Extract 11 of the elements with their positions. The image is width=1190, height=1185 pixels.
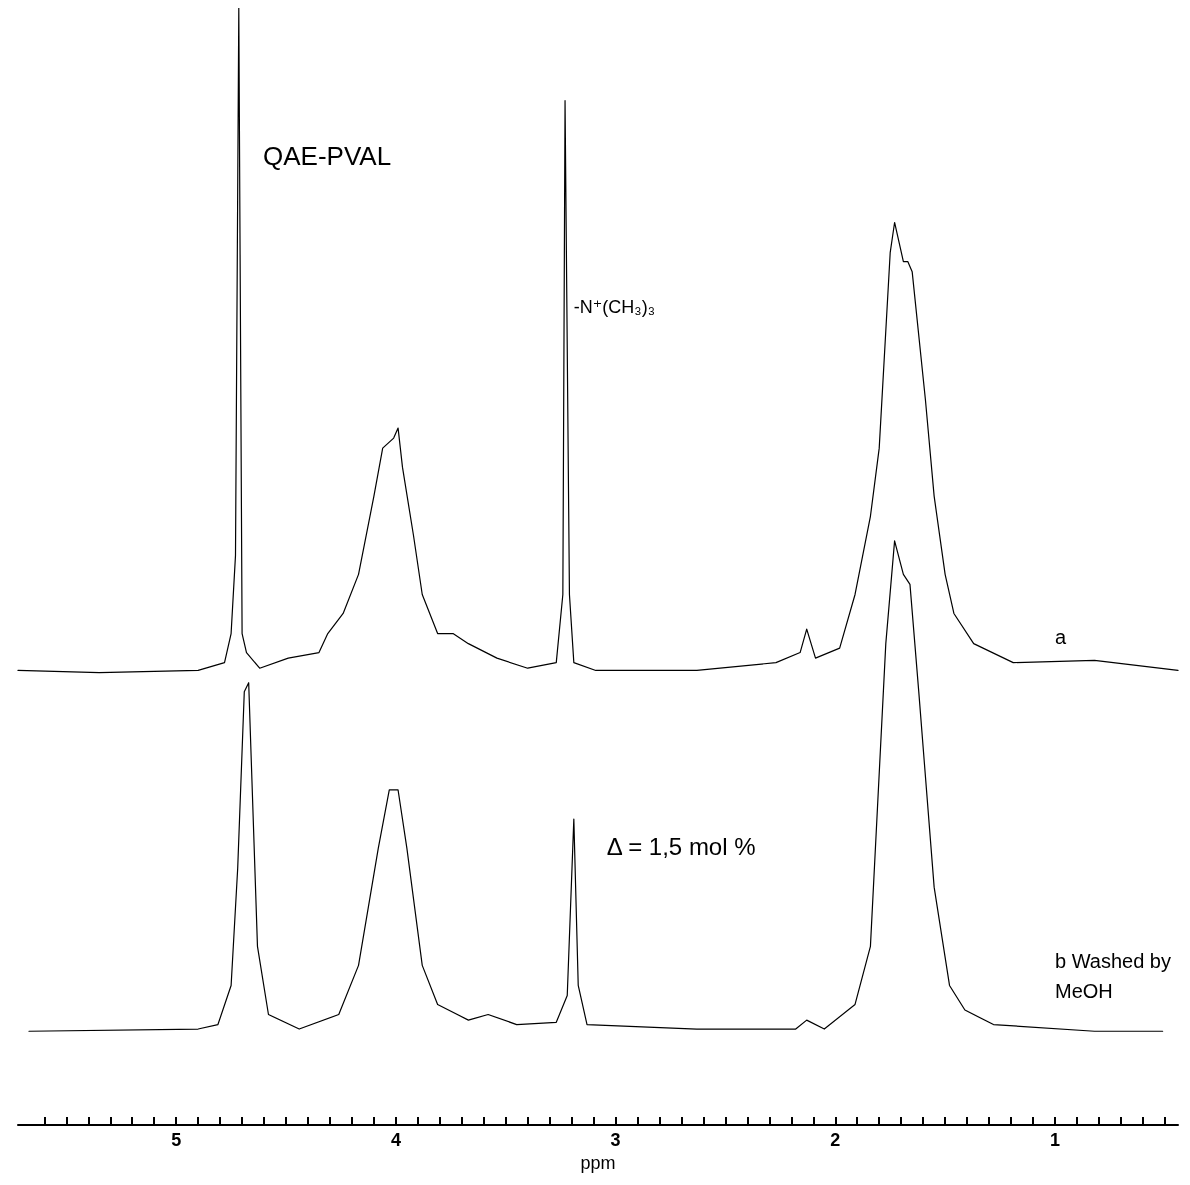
x-tick-label: 2 <box>830 1130 841 1151</box>
series-label: b Washed by MeOH <box>1054 950 1177 1003</box>
x-tick-label: 4 <box>390 1130 401 1151</box>
text: QAE-PVAL <box>263 141 392 171</box>
annotation: -N⁺(CH₃)₃ <box>573 297 655 318</box>
x-tick-label: 1 <box>1049 1130 1060 1151</box>
annotation: Δ = 1,5 mol % <box>606 833 756 861</box>
x-tick-label: 5 <box>171 1130 182 1151</box>
series-label: a <box>1054 626 1067 649</box>
x-tick-label: 3 <box>610 1130 621 1151</box>
x-axis-title: ppm <box>580 1153 616 1173</box>
